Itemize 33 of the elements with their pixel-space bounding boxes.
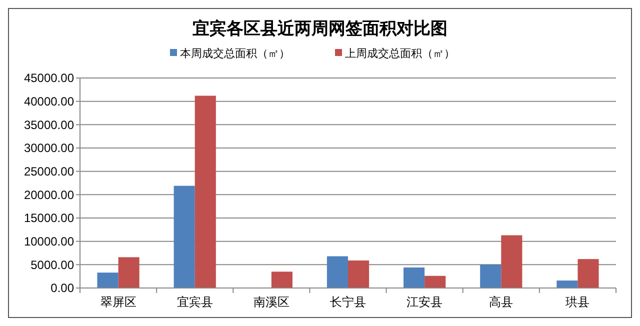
- y-tick-label: 10000.00: [24, 234, 74, 249]
- legend-label: 上周成交总面积（㎡）: [345, 47, 455, 60]
- x-tick-label: 宜宾县: [176, 295, 213, 309]
- x-tick-label: 翠屏区: [100, 295, 136, 309]
- bar: [424, 276, 446, 288]
- y-tick-label: 30000.00: [24, 141, 74, 156]
- y-tick-label: 5000.00: [30, 258, 74, 272]
- x-tick-label: 高县: [489, 295, 514, 309]
- bar: [326, 256, 348, 288]
- chart-title: 宜宾各区县近两周网签面积对比图: [192, 19, 448, 39]
- bar: [118, 257, 140, 288]
- legend-label: 本周成交总面积（㎡）: [180, 47, 290, 60]
- bar: [480, 264, 502, 288]
- bar: [578, 259, 599, 288]
- x-tick-label: 长宁县: [330, 295, 366, 309]
- bar: [194, 96, 216, 288]
- y-tick-label: 15000.00: [24, 211, 74, 226]
- bar: [97, 272, 118, 288]
- y-tick-label: 35000.00: [24, 118, 74, 132]
- x-tick-label: 江安县: [406, 295, 443, 309]
- x-tick-label: 珙县: [566, 295, 590, 309]
- y-tick-label: 20000.00: [24, 188, 74, 202]
- bar: [404, 267, 425, 288]
- y-tick-label: 0.00: [50, 281, 74, 296]
- bar: [501, 235, 522, 288]
- x-tick-label: 南溪区: [253, 295, 290, 309]
- y-tick-label: 25000.00: [24, 164, 74, 179]
- bar: [556, 280, 578, 288]
- y-tick-label: 40000.00: [24, 94, 74, 109]
- bar: [174, 186, 195, 288]
- y-tick-label: 45000.00: [24, 71, 74, 86]
- bar: [271, 272, 292, 288]
- bar: [348, 260, 370, 288]
